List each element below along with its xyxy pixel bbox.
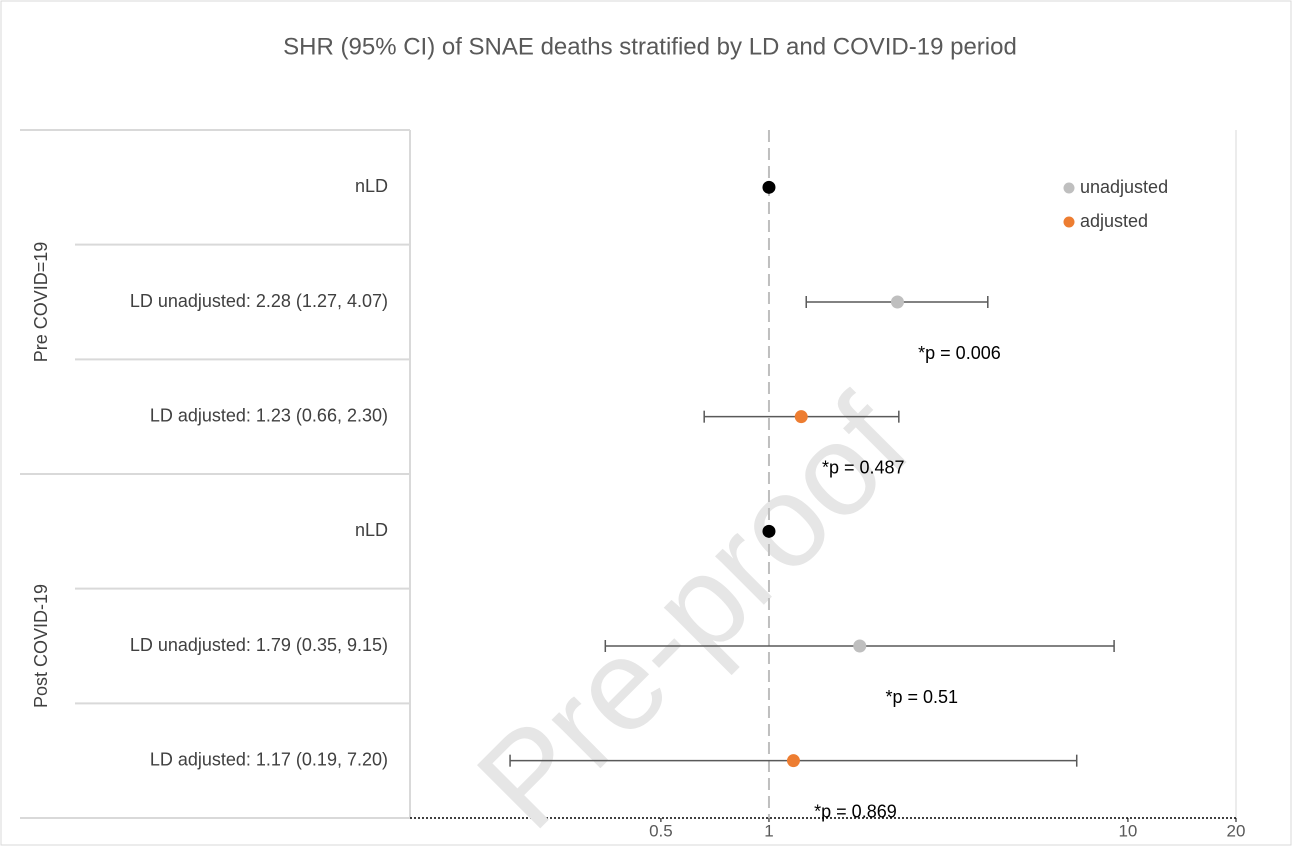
legend-marker — [1063, 182, 1075, 194]
row-label: LD adjusted: 1.17 (0.19, 7.20) — [150, 749, 388, 769]
point — [786, 754, 800, 768]
row-label: LD unadjusted: 1.79 (0.35, 9.15) — [130, 635, 388, 655]
legend-label: adjusted — [1080, 211, 1148, 231]
group-label: Post COVID-19 — [31, 584, 51, 708]
point — [794, 410, 808, 424]
legend-label: unadjusted — [1080, 177, 1168, 197]
chart-title: SHR (95% CI) of SNAE deaths stratified b… — [283, 33, 1017, 60]
x-tick-label: 1 — [764, 821, 773, 840]
row-label: nLD — [355, 176, 388, 196]
reference-point — [762, 180, 776, 194]
point — [890, 295, 904, 309]
row-label: LD unadjusted: 2.28 (1.27, 4.07) — [130, 291, 388, 311]
x-tick-label: 0.5 — [649, 821, 673, 840]
x-tick-label: 10 — [1118, 821, 1137, 840]
row-label: LD adjusted: 1.23 (0.66, 2.30) — [150, 405, 388, 425]
reference-point — [762, 524, 776, 538]
x-tick-label: 20 — [1227, 821, 1246, 840]
point — [853, 639, 867, 653]
group-label: Pre COVID=19 — [31, 242, 51, 363]
p-value-label: *p = 0.51 — [885, 687, 958, 707]
legend-marker — [1063, 216, 1075, 228]
row-label: nLD — [355, 520, 388, 540]
p-value-label: *p = 0.487 — [822, 457, 905, 477]
p-value-label: *p = 0.006 — [918, 343, 1001, 363]
p-value-label: *p = 0.869 — [814, 801, 897, 821]
